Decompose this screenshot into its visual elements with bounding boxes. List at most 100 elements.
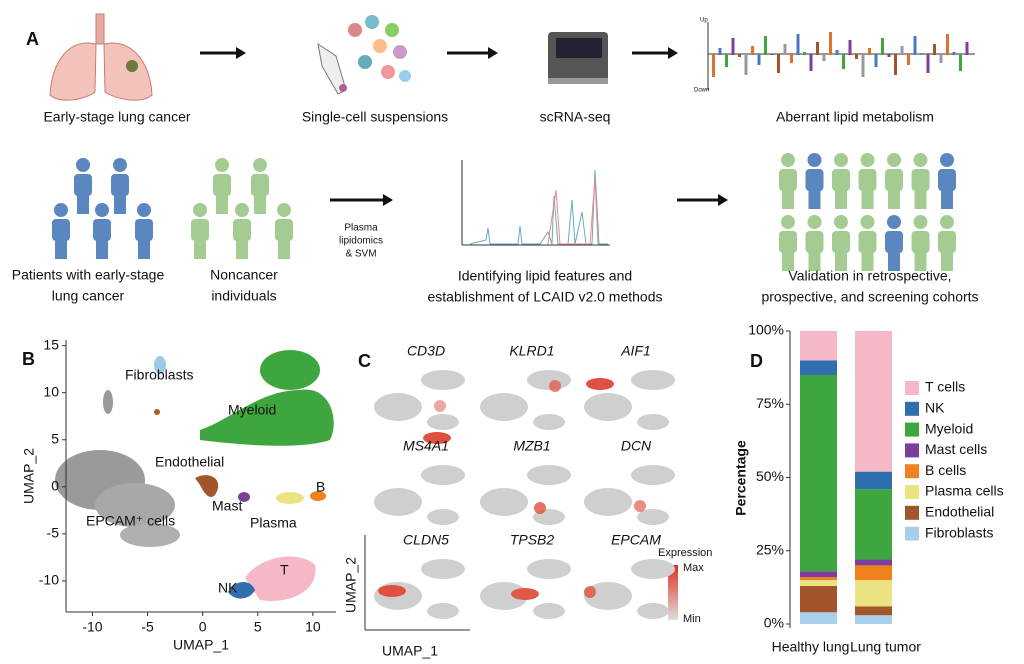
- person-body: [805, 231, 824, 253]
- bar-segment: [855, 565, 892, 581]
- cluster-label: Myeloid: [228, 402, 276, 418]
- y-tick-label: 15: [43, 336, 59, 352]
- legend-swatch: [905, 381, 919, 395]
- lung-icon: [49, 13, 153, 101]
- umap-blob: [533, 603, 565, 619]
- person-legs: [941, 251, 953, 271]
- tube-icon: [317, 15, 411, 95]
- person-legs: [782, 251, 794, 271]
- legend-label: Myeloid: [925, 420, 973, 436]
- person-legs: [914, 189, 927, 209]
- mini-bar: [725, 54, 728, 67]
- panel-label: B: [22, 349, 35, 369]
- bar-segment: [855, 559, 892, 566]
- axis-label: UMAP_2: [21, 448, 37, 504]
- cluster-label: Endothelial: [155, 454, 224, 470]
- cluster-label: Plasma: [250, 515, 297, 531]
- group-label: lung cancer: [52, 288, 125, 304]
- legend-swatch: [905, 443, 919, 458]
- legend-swatch: [905, 526, 919, 541]
- person-body: [74, 174, 92, 196]
- gene-label: AIF1: [620, 343, 651, 359]
- y-tick-label: 25%: [756, 541, 784, 557]
- person-body: [858, 169, 877, 191]
- y-tick-label: 10: [43, 383, 59, 399]
- legend-label: Endothelial: [925, 504, 994, 520]
- umap-blob: [374, 488, 422, 516]
- mini-bar: [842, 54, 845, 69]
- person-legs: [55, 239, 67, 259]
- legend-swatch: [905, 401, 919, 416]
- x-tick-label: -5: [141, 619, 154, 635]
- person-legs: [808, 189, 821, 209]
- person-legs: [808, 251, 821, 271]
- x-tick-label: 10: [305, 619, 321, 635]
- person-body: [779, 231, 797, 253]
- x-tick-label: Lung tumor: [850, 639, 921, 655]
- bar-segment: [855, 606, 892, 616]
- expression-spot: [378, 585, 406, 597]
- person-head: [235, 203, 249, 217]
- mini-bar: [796, 34, 800, 55]
- step-label: establishment of LCAID v2.0 methods: [427, 289, 662, 305]
- step-label: scRNA-seq: [540, 109, 611, 125]
- axis-label: Percentage: [733, 440, 749, 516]
- cluster-label: B: [316, 479, 325, 495]
- bar-segment: [800, 585, 837, 613]
- umap-blob: [631, 559, 675, 579]
- person-legs: [835, 189, 847, 209]
- legend-swatch: [905, 485, 919, 499]
- mini-chart-label: Up: [700, 18, 708, 24]
- axis-label: UMAP_1: [382, 643, 438, 659]
- mini-bar: [803, 52, 806, 55]
- mini-bar: [855, 54, 858, 59]
- panel-label: D: [750, 351, 763, 371]
- person-legs: [96, 239, 108, 259]
- mini-bar: [731, 38, 735, 55]
- umap-blob: [527, 559, 571, 579]
- umap-blob: [584, 393, 632, 421]
- x-tick-label: 0: [199, 619, 207, 635]
- person-head: [940, 153, 954, 167]
- mini-bar: [770, 54, 774, 55]
- stacked-bar-chart: 0% 25% 50% 75% 100% Percentage Healthy lung Lun…: [733, 322, 1004, 655]
- x-tick-label: 5: [254, 619, 262, 635]
- mini-chart: [707, 22, 975, 90]
- person-legs: [194, 239, 206, 259]
- legend-label: T cells: [925, 379, 965, 395]
- gene-label: KLRD1: [509, 343, 554, 359]
- y-tick-label: 0%: [764, 615, 784, 631]
- step-label: Aberrant lipid metabolism: [776, 109, 934, 125]
- umap-blob: [421, 370, 465, 390]
- legend-label: B cells: [925, 462, 966, 478]
- mini-bar: [894, 54, 897, 75]
- umap-blob: [374, 393, 422, 421]
- mini-bar: [738, 54, 741, 57]
- cluster-label: EPCAM⁺ cells: [86, 513, 175, 529]
- person-head: [807, 153, 822, 167]
- gene-label: CD3D: [407, 343, 445, 359]
- umap-blob: [480, 393, 528, 421]
- group-label: Noncancer: [210, 267, 278, 283]
- gene-label: EPCAM: [611, 532, 661, 548]
- umap-blob: [527, 370, 571, 390]
- person-head: [277, 203, 291, 217]
- mini-bar: [816, 42, 819, 55]
- bar-segment: [855, 489, 892, 560]
- mini-bar: [848, 40, 852, 55]
- mini-bar: [887, 54, 891, 57]
- y-tick-label: 5: [51, 430, 59, 446]
- panel-label: C: [358, 351, 371, 371]
- axis-label: UMAP_1: [173, 637, 229, 653]
- expression-spot: [534, 502, 546, 514]
- mini-bar: [777, 54, 780, 73]
- person-head: [834, 215, 848, 229]
- expression-spot: [586, 378, 614, 390]
- mini-bar: [835, 50, 839, 55]
- mini-bar: [874, 54, 878, 67]
- mini-bar: [809, 54, 813, 71]
- x-tick-label: -10: [82, 619, 102, 635]
- y-tick-label: 0: [51, 478, 59, 494]
- person-legs: [914, 251, 927, 271]
- person-legs: [888, 189, 900, 209]
